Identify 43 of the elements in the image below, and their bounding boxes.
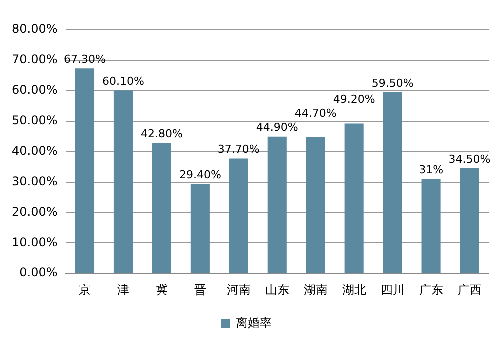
y-tick-label: 10.00% xyxy=(12,235,58,250)
data-label: 29.40% xyxy=(179,168,222,182)
legend-label: 离婚率 xyxy=(236,316,272,330)
bar xyxy=(114,90,133,274)
data-label: 44.90% xyxy=(256,121,298,134)
y-tick-label: 40.00% xyxy=(12,144,58,158)
data-label: 49.20% xyxy=(333,93,376,106)
x-tick-label: 冀 xyxy=(156,282,168,297)
y-tick-label: 0.00% xyxy=(20,266,58,280)
data-label: 37.70% xyxy=(218,143,260,156)
bar xyxy=(383,92,402,274)
y-tick-label: 60.00% xyxy=(12,83,58,98)
x-tick-label: 山东 xyxy=(265,282,290,297)
x-tick-label: 河南 xyxy=(226,282,251,297)
data-label: 42.80% xyxy=(140,128,183,141)
bar xyxy=(460,168,480,274)
bar xyxy=(344,124,364,274)
bar xyxy=(422,179,441,274)
bar xyxy=(229,158,248,274)
x-tick-label: 晋 xyxy=(194,282,206,297)
data-label: 59.50% xyxy=(372,76,414,90)
bar xyxy=(75,68,95,274)
x-tick-label: 四川 xyxy=(380,282,405,297)
y-tick-label: 30.00% xyxy=(12,174,58,188)
y-tick-label: 20.00% xyxy=(12,204,58,219)
bar xyxy=(190,184,210,274)
data-label: 34.50% xyxy=(448,152,491,166)
data-label: 60.10% xyxy=(102,74,144,88)
x-tick-label: 京 xyxy=(78,282,91,297)
x-tick-label: 广东 xyxy=(419,282,444,297)
bar xyxy=(306,137,326,274)
y-tick-label: 70.00% xyxy=(12,52,58,67)
data-label: 31% xyxy=(419,164,444,177)
x-tick-label: 湖南 xyxy=(304,282,328,297)
y-tick-label: 50.00% xyxy=(12,113,58,128)
bar xyxy=(268,136,287,274)
y-tick-label: 80.00% xyxy=(12,22,58,36)
x-tick-label: 津 xyxy=(117,282,130,297)
bar xyxy=(152,143,172,274)
x-tick-label: 广西 xyxy=(458,282,482,297)
x-tick-label: 湖北 xyxy=(342,282,366,297)
data-label: 44.70% xyxy=(294,107,337,120)
data-label: 67.30% xyxy=(64,53,106,66)
